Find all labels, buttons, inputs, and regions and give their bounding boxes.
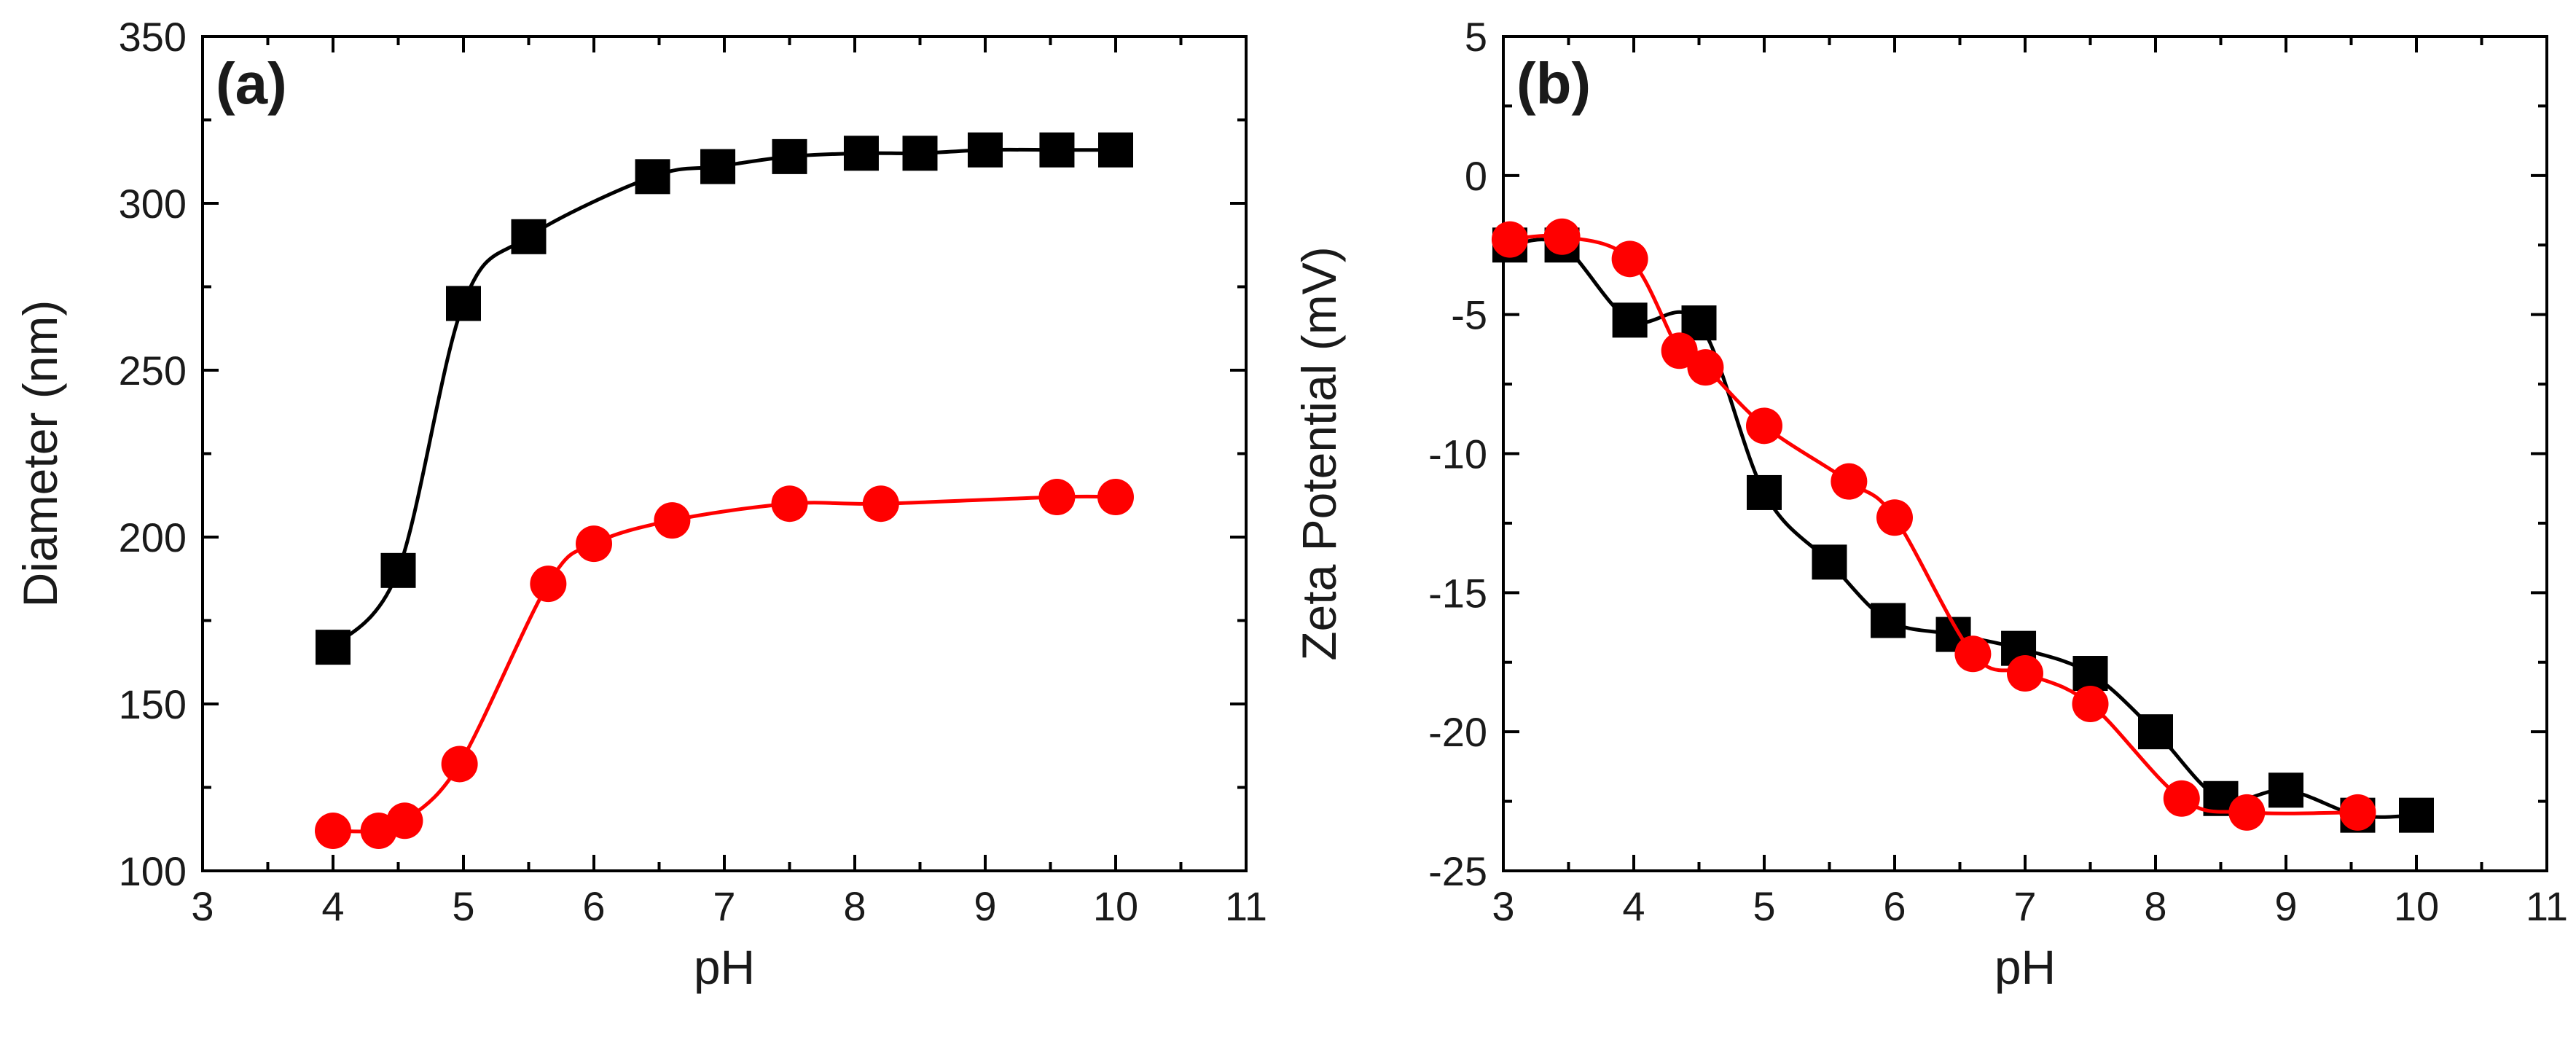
data-point-square — [843, 136, 879, 171]
x-tick-label: 8 — [843, 883, 866, 929]
data-point-square — [772, 138, 807, 174]
x-tick-label: 11 — [2526, 883, 2568, 929]
data-point-square — [2268, 772, 2303, 808]
y-tick-label: 200 — [119, 514, 187, 560]
y-tick-label: -10 — [1428, 431, 1487, 477]
data-point-square — [1747, 474, 1782, 510]
x-tick-label: 8 — [2144, 883, 2166, 929]
data-point-circle — [1954, 635, 1992, 673]
data-point-circle — [2228, 794, 2266, 831]
data-point-square — [1039, 132, 1075, 168]
data-point-circle — [654, 502, 691, 539]
data-point-circle — [2007, 655, 2043, 692]
y-tick-label: 0 — [1465, 153, 1487, 199]
data-point-circle — [386, 802, 423, 840]
data-point-square — [2138, 714, 2173, 750]
y-tick-label: -20 — [1428, 709, 1487, 755]
panel-b: 3 4 5 6 7 8 9 10 11 -25 -20 -15 -10 -5 0 5 pH Zeta Potent… — [1292, 14, 2568, 994]
data-point-circle — [771, 485, 808, 523]
data-point-square — [2399, 797, 2434, 833]
data-point-circle — [1831, 463, 1868, 500]
x-tick-label: 9 — [974, 883, 996, 929]
x-tick-label: 4 — [1622, 883, 1645, 929]
data-point-circle — [1746, 407, 1782, 445]
data-point-square — [511, 219, 547, 254]
data-point-circle — [1543, 218, 1581, 255]
data-point-square — [968, 132, 1003, 168]
data-point-circle — [441, 746, 478, 783]
y-tick-label: -15 — [1428, 570, 1487, 616]
x-tick-label: 3 — [191, 883, 214, 929]
x-axis-title: pH — [694, 940, 755, 994]
y-tick-label: 100 — [119, 848, 187, 894]
plot-frame — [1502, 35, 2548, 872]
data-point-circle — [2339, 794, 2376, 831]
x-tick-label: 3 — [1492, 883, 1514, 929]
panel-a: 3 4 5 6 7 8 9 10 11 100 150 200 250 300 350 pH Diameter … — [13, 14, 1267, 994]
x-tick-label: 6 — [582, 883, 605, 929]
x-tick-label: 10 — [1093, 883, 1138, 929]
y-tick-label: 150 — [119, 681, 187, 727]
series-line-1 — [332, 494, 1116, 834]
data-point-square — [446, 286, 481, 321]
x-tick-label: 4 — [321, 883, 344, 929]
data-point-circle — [1097, 479, 1134, 516]
x-tick-label: 6 — [1883, 883, 1906, 929]
data-point-circle — [2163, 780, 2200, 817]
data-point-square — [2072, 656, 2108, 692]
y-tick-label: -25 — [1428, 848, 1487, 894]
data-point-circle — [1611, 240, 1648, 278]
data-point-square — [1612, 302, 1648, 338]
y-axis-title: Zeta Potential (mV) — [1292, 246, 1346, 661]
data-point-square — [1098, 132, 1133, 168]
y-tick-label: 250 — [119, 348, 187, 394]
x-tick-label: 9 — [2274, 883, 2297, 929]
data-point-circle — [315, 813, 351, 850]
y-tick-label: 5 — [1465, 14, 1487, 60]
x-tick-label: 10 — [2394, 883, 2439, 929]
panel-label: (b) — [1516, 51, 1591, 116]
panel-label: (a) — [216, 51, 287, 116]
data-point-square — [635, 159, 670, 195]
y-tick-label: 350 — [119, 14, 187, 60]
y-tick-label: -5 — [1451, 292, 1487, 338]
data-point-square — [380, 552, 416, 588]
data-point-circle — [576, 525, 612, 563]
data-point-circle — [1687, 349, 1724, 386]
y-axis-title: Diameter (nm) — [13, 300, 67, 608]
x-axis-title: pH — [1994, 940, 2056, 994]
x-tick-label: 7 — [713, 883, 735, 929]
data-point-square — [316, 630, 351, 665]
x-tick-label: 5 — [452, 883, 474, 929]
y-tick-label: 300 — [119, 181, 187, 227]
data-point-circle — [1661, 332, 1698, 369]
data-point-circle — [862, 485, 899, 523]
series-line-0 — [332, 147, 1116, 649]
data-point-square — [902, 136, 938, 171]
data-point-square — [1812, 544, 1847, 580]
x-tick-label: 7 — [2013, 883, 2036, 929]
data-point-circle — [530, 566, 567, 603]
data-point-circle — [2072, 686, 2109, 722]
data-point-square — [1871, 603, 1906, 638]
data-point-circle — [1491, 221, 1528, 258]
data-point-circle — [1038, 479, 1076, 516]
data-point-square — [700, 149, 736, 184]
x-tick-label: 11 — [1225, 883, 1267, 929]
data-point-circle — [1876, 499, 1913, 536]
x-tick-label: 5 — [1753, 883, 1775, 929]
